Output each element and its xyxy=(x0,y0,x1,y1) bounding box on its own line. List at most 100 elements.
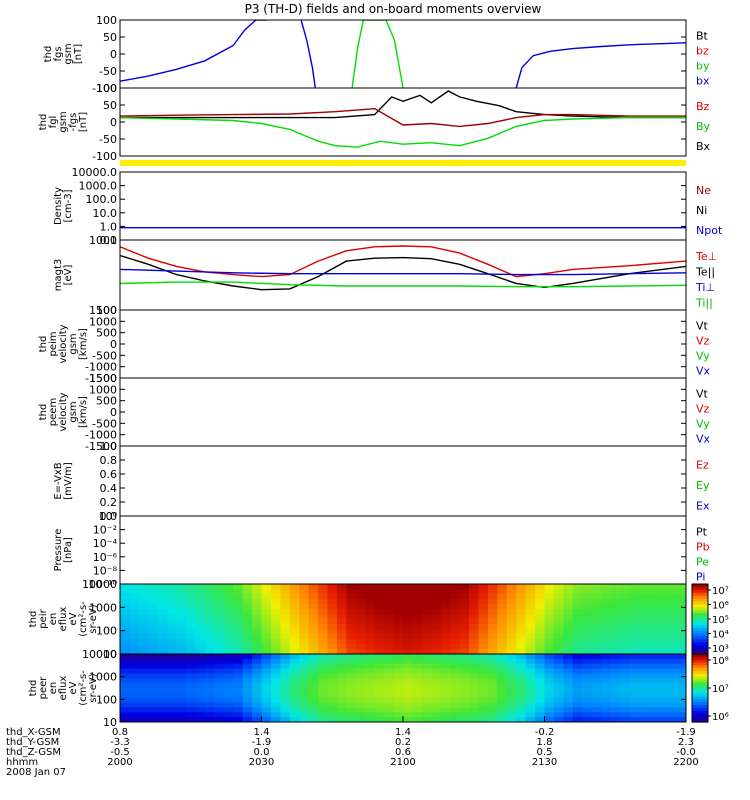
heatmap-cell xyxy=(440,644,451,650)
heatmap-cell xyxy=(544,599,555,605)
heatmap-cell xyxy=(440,678,451,684)
heatmap-cell xyxy=(619,702,630,709)
heatmap-cell xyxy=(204,609,215,615)
heatmap-cell xyxy=(412,604,423,610)
heatmap-cell xyxy=(440,668,451,675)
heatmap-cell xyxy=(525,624,536,630)
heatmap-cell xyxy=(223,604,234,610)
heatmap-cell xyxy=(469,604,480,610)
heatmap-cell xyxy=(667,673,678,679)
heatmap-cell xyxy=(355,594,366,600)
heatmap-cell xyxy=(450,692,461,699)
heatmap-cell xyxy=(393,619,404,625)
y-tick-label: 10⁰ xyxy=(99,510,118,523)
heatmap-cell xyxy=(318,594,329,600)
heatmap-cell xyxy=(619,707,630,713)
heatmap-cell xyxy=(431,639,442,645)
heatmap-cell xyxy=(591,673,602,679)
heatmap-cell xyxy=(318,683,329,689)
heatmap-cell xyxy=(440,673,451,679)
heatmap-cell xyxy=(393,584,404,590)
heatmap-cell xyxy=(233,644,244,650)
heatmap-cell xyxy=(176,584,187,590)
heatmap-cell xyxy=(374,584,385,590)
heatmap-cell xyxy=(252,649,263,654)
heatmap-cell xyxy=(591,649,602,654)
heatmap-cell xyxy=(167,688,178,694)
heatmap-cell xyxy=(421,702,432,709)
heatmap-cell xyxy=(563,644,574,650)
heatmap-cell xyxy=(299,654,310,660)
heatmap-cell xyxy=(657,629,668,635)
heatmap-cell xyxy=(619,678,630,684)
heatmap-cell xyxy=(195,673,206,679)
x-tick-label: 0.5 xyxy=(537,747,553,758)
heatmap-cell xyxy=(478,619,489,625)
heatmap-cell xyxy=(280,692,291,699)
heatmap-cell xyxy=(497,639,508,645)
heatmap-cell xyxy=(176,658,187,665)
heatmap-cell xyxy=(676,604,686,610)
heatmap-cell xyxy=(176,717,187,722)
heatmap-cell xyxy=(544,668,555,675)
heatmap-cell xyxy=(421,614,432,620)
heatmap-cell xyxy=(516,702,527,709)
colorbar-band xyxy=(692,610,708,614)
heatmap-cell xyxy=(403,663,414,670)
heatmap-cell xyxy=(289,673,300,679)
heatmap-cell xyxy=(242,697,253,704)
colorbar-band xyxy=(692,645,708,649)
heatmap-cell xyxy=(355,609,366,615)
heatmap-cell xyxy=(252,634,263,640)
heatmap-cell xyxy=(120,609,131,615)
heatmap-cell xyxy=(186,702,197,709)
heatmap-cell xyxy=(242,594,253,600)
heatmap-cell xyxy=(138,589,149,595)
heatmap-cell xyxy=(365,649,376,654)
heatmap-cell xyxy=(610,712,621,718)
heatmap-cell xyxy=(299,644,310,650)
heatmap-cell xyxy=(657,692,668,699)
heatmap-cell xyxy=(459,673,470,679)
heatmap-cell xyxy=(280,697,291,704)
heatmap-cell xyxy=(374,604,385,610)
heatmap-cell xyxy=(176,712,187,718)
heatmap-cell xyxy=(619,697,630,704)
heatmap-cell xyxy=(384,624,395,630)
heatmap-cell xyxy=(299,639,310,645)
heatmap-cell xyxy=(157,668,168,675)
heatmap-cell xyxy=(270,624,281,630)
heatmap-cell xyxy=(157,644,168,650)
heatmap-cell xyxy=(516,644,527,650)
heatmap-cell xyxy=(487,594,498,600)
heatmap-cell xyxy=(318,604,329,610)
heatmap-cell xyxy=(676,594,686,600)
heatmap-cell xyxy=(318,697,329,704)
heatmap-cell xyxy=(176,668,187,675)
heatmap-cell xyxy=(138,644,149,650)
heatmap-cell xyxy=(601,599,612,605)
heatmap-cell xyxy=(638,683,649,689)
heatmap-cell xyxy=(582,599,593,605)
colorbar-band xyxy=(692,630,708,635)
heatmap-cell xyxy=(516,589,527,595)
heatmap-cell xyxy=(223,614,234,620)
heatmap-cell xyxy=(638,688,649,694)
heatmap-cell xyxy=(469,609,480,615)
heatmap-cell xyxy=(450,599,461,605)
heatmap-cell xyxy=(459,712,470,718)
heatmap-cell xyxy=(676,697,686,704)
heatmap-cell xyxy=(506,604,517,610)
heatmap-cell xyxy=(129,619,140,625)
heatmap-cell xyxy=(261,619,272,625)
y-tick-label: 100 xyxy=(96,14,117,27)
heatmap-cell xyxy=(270,688,281,694)
heatmap-cell xyxy=(186,717,197,722)
heatmap-cell xyxy=(384,634,395,640)
heatmap-cell xyxy=(629,589,640,595)
heatmap-cell xyxy=(535,663,546,670)
heatmap-cell xyxy=(233,649,244,654)
